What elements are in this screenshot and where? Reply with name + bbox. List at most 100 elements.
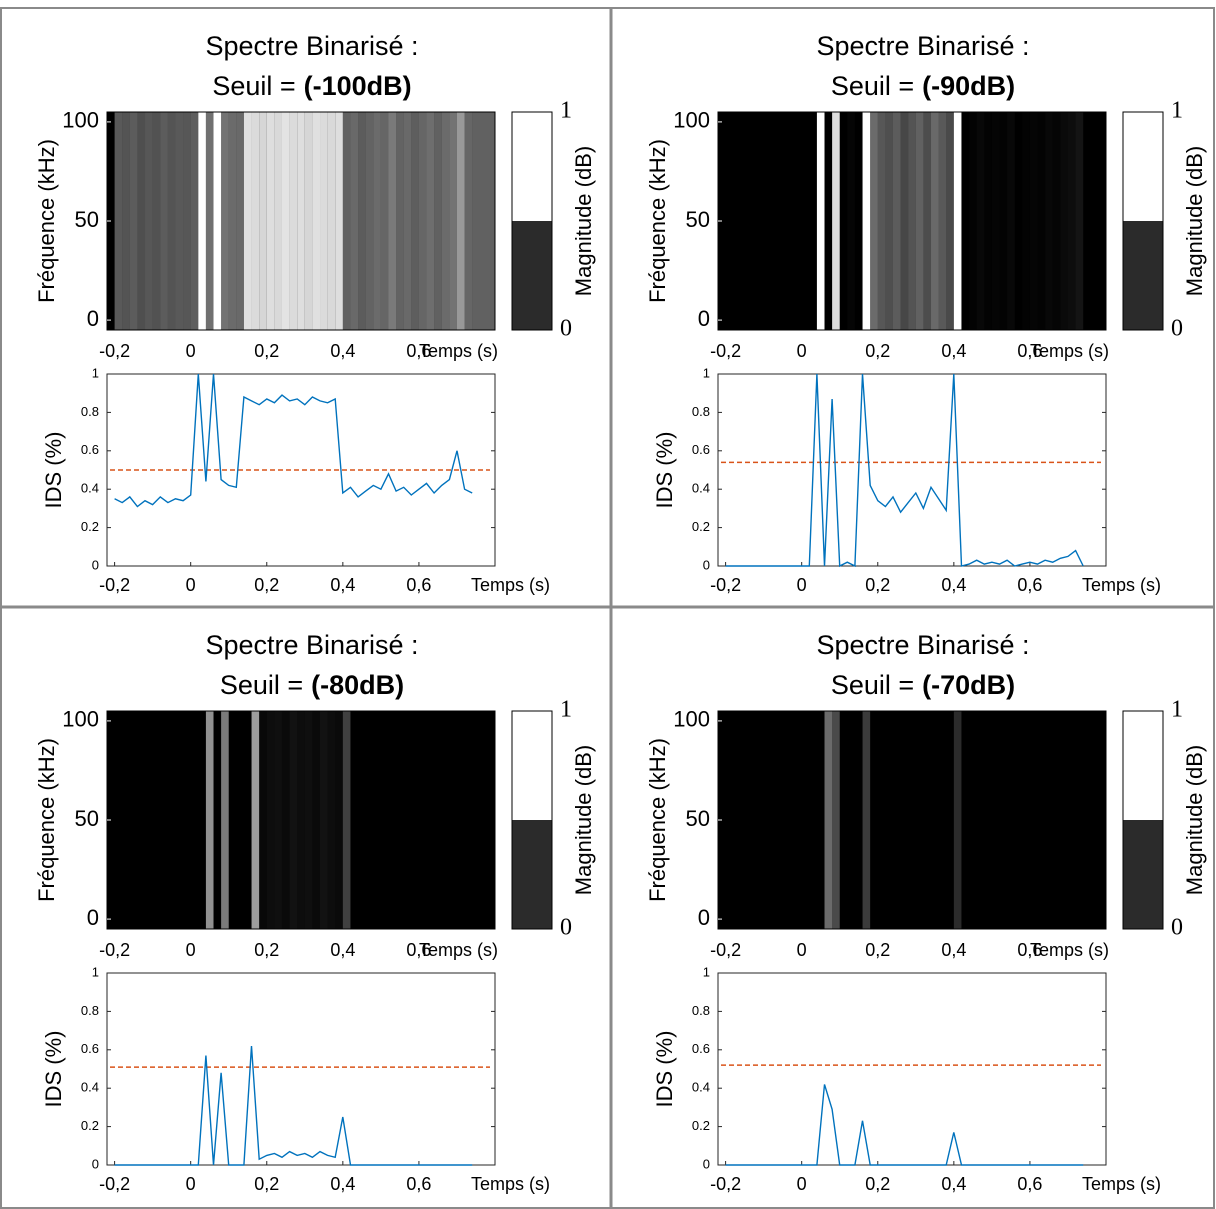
spectrogram-column <box>167 112 176 330</box>
x-tick-label: 0,4 <box>941 1174 966 1194</box>
x-tick-label: 0,2 <box>254 341 279 361</box>
y-tick-label: 50 <box>686 806 710 831</box>
spectrogram-column <box>205 112 214 330</box>
spectrogram-column <box>373 112 381 330</box>
spectrogram-column <box>946 711 954 929</box>
spectrogram-column <box>1045 112 1053 330</box>
y-tick-label: 0.2 <box>692 1118 710 1133</box>
spectrogram-column <box>977 711 985 929</box>
spectrogram-column <box>411 112 419 330</box>
spectrogram-column <box>825 112 833 330</box>
spectrogram-column <box>779 711 787 929</box>
spectrogram-column <box>885 112 893 330</box>
colorbar-tick-label: 1 <box>560 98 572 124</box>
colorbar-high <box>512 711 552 820</box>
colorbar-border <box>1122 111 1164 331</box>
colorbar-tick-label: 1 <box>1171 697 1183 723</box>
spectrogram-column <box>931 112 939 330</box>
colorbar-low <box>512 820 552 929</box>
x-tick-label: 0,2 <box>865 341 890 361</box>
x-tick-label: 0,6 <box>406 575 431 595</box>
spectrogram-column <box>1075 112 1084 330</box>
subtitle-text: Seuil = <box>831 71 914 101</box>
spectrogram-column <box>847 112 855 330</box>
spectrogram-column <box>327 711 336 929</box>
x-tick-label: 0,2 <box>865 575 890 595</box>
spectrogram-column <box>764 112 772 330</box>
ids-line <box>725 373 1084 568</box>
spectrogram-column <box>304 711 313 929</box>
spectrogram-column <box>388 711 396 929</box>
colorbar-label: Magnitude (dB) <box>571 146 596 296</box>
y-tick-label: 0 <box>698 306 710 331</box>
x-tick-label: 0,2 <box>865 940 890 960</box>
x-axis-label: Temps (s) <box>471 1174 550 1194</box>
y-tick-label: 0 <box>703 1156 710 1171</box>
spectrogram-column <box>175 711 183 929</box>
colorbar-label: Magnitude (dB) <box>1182 146 1207 296</box>
x-tick-label: -0,2 <box>99 1174 130 1194</box>
y-tick-label: 0 <box>87 905 99 930</box>
panel-title: Spectre Binarisé : <box>205 630 418 660</box>
x-tick-label: -0,2 <box>710 341 741 361</box>
spectrogram-column <box>992 112 1000 330</box>
spectrogram-column <box>441 112 450 330</box>
spectrogram-column <box>1076 711 1084 929</box>
spectrogram-column <box>137 711 145 929</box>
spectrogram-column <box>908 112 916 330</box>
spectrogram-column <box>741 112 749 330</box>
threshold-label: (-100dB) <box>304 71 412 101</box>
x-axis-label: Temps (s) <box>1082 575 1161 595</box>
x-tick-label: 0,6 <box>1017 1174 1042 1194</box>
spectrogram-column <box>281 112 290 330</box>
spectrogram-column <box>802 711 810 929</box>
spectrogram-column <box>984 112 992 330</box>
ids-box <box>106 972 496 1166</box>
spectrogram-column <box>297 112 305 330</box>
spectrogram-column <box>175 112 184 330</box>
x-tick-label: 0,2 <box>865 1174 890 1194</box>
colorbar-low <box>1123 221 1163 330</box>
x-tick-label: 0 <box>797 940 807 960</box>
spectrogram-column <box>794 711 802 929</box>
y-axis-label: IDS (%) <box>652 432 677 509</box>
spectrogram-column <box>122 112 130 330</box>
x-tick-label: -0,2 <box>99 940 130 960</box>
spectrogram-column <box>115 711 123 929</box>
x-axis-label: Temps (s) <box>419 940 498 960</box>
spectrogram-column <box>145 711 153 929</box>
spectrogram-column <box>1038 112 1046 330</box>
colorbar-tick-label: 0 <box>1171 915 1183 941</box>
subtitle-text: Seuil = <box>220 670 303 700</box>
y-tick-label: 0 <box>92 557 99 572</box>
spectrogram-column <box>816 112 825 330</box>
y-tick-label: 0 <box>92 1156 99 1171</box>
y-tick-label: 0 <box>698 905 710 930</box>
ids-box <box>106 373 496 567</box>
y-tick-label: 0.6 <box>692 442 710 457</box>
spectrogram-column <box>953 711 962 929</box>
colorbar-high <box>1123 112 1163 221</box>
colorbar-low <box>1123 820 1163 929</box>
y-tick-label: 1 <box>703 964 710 979</box>
spectrogram-column <box>320 112 328 330</box>
spectrogram-column <box>228 112 237 330</box>
spectrogram-column <box>145 112 153 330</box>
x-tick-label: 0 <box>186 575 196 595</box>
y-tick-label: 100 <box>62 108 99 133</box>
x-tick-label: -0,2 <box>710 940 741 960</box>
spectrogram-column <box>404 711 412 929</box>
spectrogram-column <box>1060 711 1068 929</box>
y-tick-label: 0.6 <box>692 1041 710 1056</box>
spectrogram-column <box>380 112 389 330</box>
x-tick-label: 0,6 <box>1017 575 1042 595</box>
spectrogram-column <box>396 112 404 330</box>
threshold-label: (-90dB) <box>922 71 1015 101</box>
spectrogram-bg <box>718 711 1106 929</box>
spectrogram-column <box>472 112 495 330</box>
x-tick-label: 0 <box>797 341 807 361</box>
spectrogram-column <box>1067 112 1076 330</box>
spectrogram-column <box>809 711 817 929</box>
spectrogram-column <box>221 112 229 330</box>
spectrogram-column <box>938 112 947 330</box>
